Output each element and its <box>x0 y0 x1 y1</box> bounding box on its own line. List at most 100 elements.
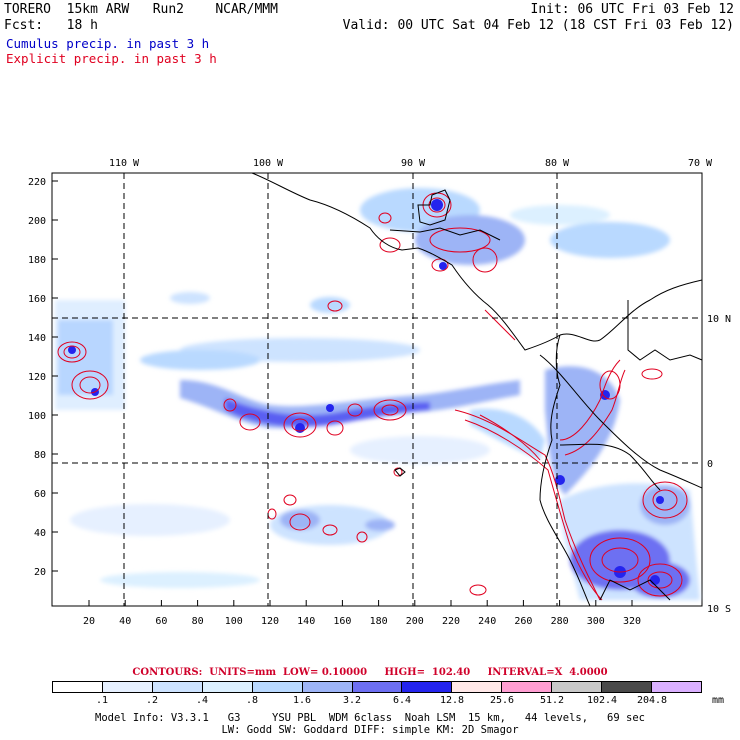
precip-area <box>550 222 670 258</box>
precip-contour <box>484 309 516 341</box>
color-bar-cell <box>452 682 503 692</box>
color-bar-cell <box>652 682 701 692</box>
color-bar-cell <box>252 682 303 692</box>
coastline-south-america-north <box>559 279 703 342</box>
color-bar-label: .4 <box>195 695 209 706</box>
precip-area <box>310 297 350 313</box>
precip-area <box>58 320 113 395</box>
color-bar-label: 3.2 <box>342 695 362 706</box>
x-tick-label: 220 <box>442 616 460 627</box>
lat-label-10s: 10 S <box>707 604 731 615</box>
color-bar-label: 102.4 <box>586 695 618 706</box>
country-border <box>539 354 703 489</box>
color-bar-label: 12.8 <box>439 695 465 706</box>
precip-contour <box>373 399 407 421</box>
coastline-central-america <box>251 172 561 351</box>
precip-contour <box>479 414 541 461</box>
y-tick-label: 200 <box>28 216 46 227</box>
x-tick-label: 140 <box>297 616 315 627</box>
precip-core <box>656 496 664 504</box>
precip-contour <box>469 584 487 596</box>
precip-contour <box>647 571 673 589</box>
coastline-galapagos <box>394 467 406 477</box>
precip-contour <box>223 398 237 412</box>
precip-contour <box>641 368 663 380</box>
precip-contour <box>601 547 639 573</box>
lat-label-0: 0 <box>707 459 713 470</box>
explicit-precip-contours <box>57 192 688 601</box>
precip-contour <box>559 359 621 441</box>
y-tick-label: 20 <box>34 567 46 578</box>
x-tick-label: 120 <box>261 616 279 627</box>
color-bar-cell <box>302 682 353 692</box>
color-bar-label: .1 <box>95 695 109 706</box>
contours-info: CONTOURS: UNITS=mm LOW= 0.10000 HIGH= 10… <box>132 667 608 678</box>
precip-contour <box>429 227 491 253</box>
precip-contour <box>326 420 344 436</box>
precip-contour <box>589 537 651 583</box>
precip-contour <box>472 247 498 273</box>
color-bar-cell <box>402 682 453 692</box>
precip-contour <box>637 563 683 597</box>
precip-contour <box>564 369 626 456</box>
header-title: TORERO 15km ARW Run2 NCAR/MMM <box>4 2 278 17</box>
color-bar-cell <box>502 682 553 692</box>
precip-core <box>326 404 334 412</box>
precip-core <box>68 346 76 354</box>
precip-core <box>650 575 660 585</box>
lon-label-70w: 70 W <box>688 158 713 169</box>
precip-area <box>415 215 525 265</box>
color-bar <box>52 681 702 693</box>
country-border <box>559 443 661 491</box>
lon-label-110w: 110 W <box>109 158 140 169</box>
y-tick-label: 60 <box>34 489 46 500</box>
precip-core <box>431 199 443 211</box>
precip-contour <box>71 370 109 400</box>
color-bar-label: 204.8 <box>636 695 668 706</box>
precip-contour <box>642 481 688 519</box>
precip-contour <box>347 403 363 417</box>
legend-explicit: Explicit precip. in past 3 h <box>6 51 217 66</box>
y-tick-label: 80 <box>34 450 46 461</box>
precip-contour <box>652 489 678 511</box>
lon-label-100w: 100 W <box>253 158 284 169</box>
cumulus-precip-shading <box>55 188 700 600</box>
header-init-time: Init: 06 UTC Fri 03 Feb 12 <box>530 2 735 17</box>
graticule <box>52 173 702 606</box>
country-border <box>627 300 703 361</box>
precip-contour <box>393 467 403 477</box>
color-bar-cell <box>102 682 153 692</box>
y-tick-label: 140 <box>28 333 46 344</box>
precip-contour <box>291 418 309 432</box>
x-tick-label: 260 <box>514 616 532 627</box>
color-bar-label: 25.6 <box>489 695 515 706</box>
y-tick-label: 160 <box>28 294 46 305</box>
precip-core <box>439 262 447 270</box>
y-tick-label: 180 <box>28 255 46 266</box>
coastlines <box>251 172 703 607</box>
header-valid-time: Valid: 00 UTC Sat 04 Feb 12 (18 CST Fri … <box>342 18 734 33</box>
color-bar-cell <box>352 682 403 692</box>
header-forecast: Fcst: 18 h <box>4 18 98 33</box>
color-bar-label: 6.4 <box>392 695 412 706</box>
x-tick-label: 320 <box>623 616 641 627</box>
precip-area <box>70 504 230 536</box>
y-tick-label: 220 <box>28 177 46 188</box>
precip-contour <box>239 413 261 431</box>
y-tick-label: 120 <box>28 372 46 383</box>
precip-contour <box>381 404 399 416</box>
precip-area <box>170 292 210 304</box>
precip-contour <box>327 300 343 312</box>
color-bar-label: 51.2 <box>539 695 565 706</box>
precip-contour <box>63 345 81 359</box>
precip-contour <box>322 524 338 536</box>
color-bar-label: .2 <box>145 695 159 706</box>
x-tick-label: 300 <box>587 616 605 627</box>
color-bar-cell <box>53 682 103 692</box>
x-tick-label: 100 <box>225 616 243 627</box>
x-tick-label: 160 <box>333 616 351 627</box>
precip-area <box>510 205 610 225</box>
precip-contour <box>378 212 392 224</box>
x-tick-label: 20 <box>83 616 95 627</box>
